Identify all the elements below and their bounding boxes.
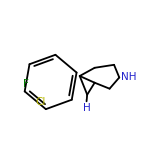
Text: NH: NH — [121, 73, 136, 83]
Text: H: H — [83, 103, 90, 113]
Text: F: F — [23, 79, 29, 89]
Text: Cl: Cl — [36, 97, 46, 107]
